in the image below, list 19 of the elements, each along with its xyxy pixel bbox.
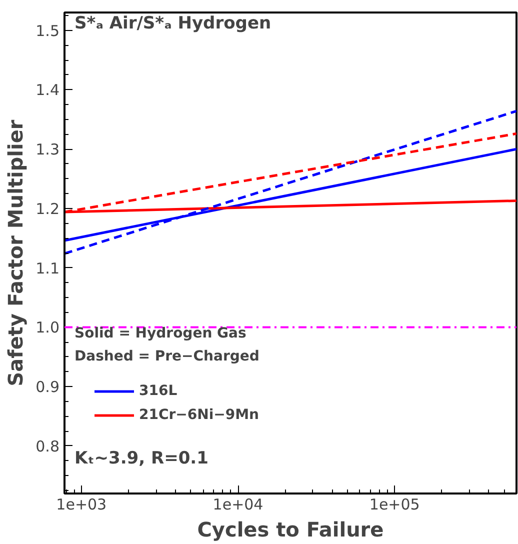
y-tick-label: 0.9 (36, 378, 60, 396)
annotation: Dashed = Pre−Charged (74, 348, 260, 364)
y-axis-title: Safety Factor Multiplier (4, 120, 28, 386)
y-tick-label: 1.1 (36, 259, 60, 278)
legend-label: 21Cr−6Ni−9Mn (139, 407, 260, 423)
x-tick-label: 1e+05 (369, 496, 420, 514)
annotation: S*ₐ Air/S*ₐ Hydrogen (74, 14, 272, 34)
legend-label: 316L (139, 383, 178, 399)
y-tick-label: 1.3 (36, 140, 60, 159)
y-tick-label: 0.8 (36, 437, 60, 456)
y-tick-label: 1.4 (36, 81, 60, 100)
y-tick-label: 1.2 (36, 200, 60, 218)
y-tick-label: 1.0 (36, 318, 60, 337)
annotation: Solid = Hydrogen Gas (74, 326, 246, 342)
y-tick-label: 1.5 (36, 22, 60, 40)
x-axis-title: Cycles to Failure (197, 518, 384, 542)
annotation: Kₜ~3.9, R=0.1 (74, 448, 208, 468)
x-tick-label: 1e+04 (212, 496, 264, 514)
x-tick-label: 1e+03 (56, 496, 107, 514)
